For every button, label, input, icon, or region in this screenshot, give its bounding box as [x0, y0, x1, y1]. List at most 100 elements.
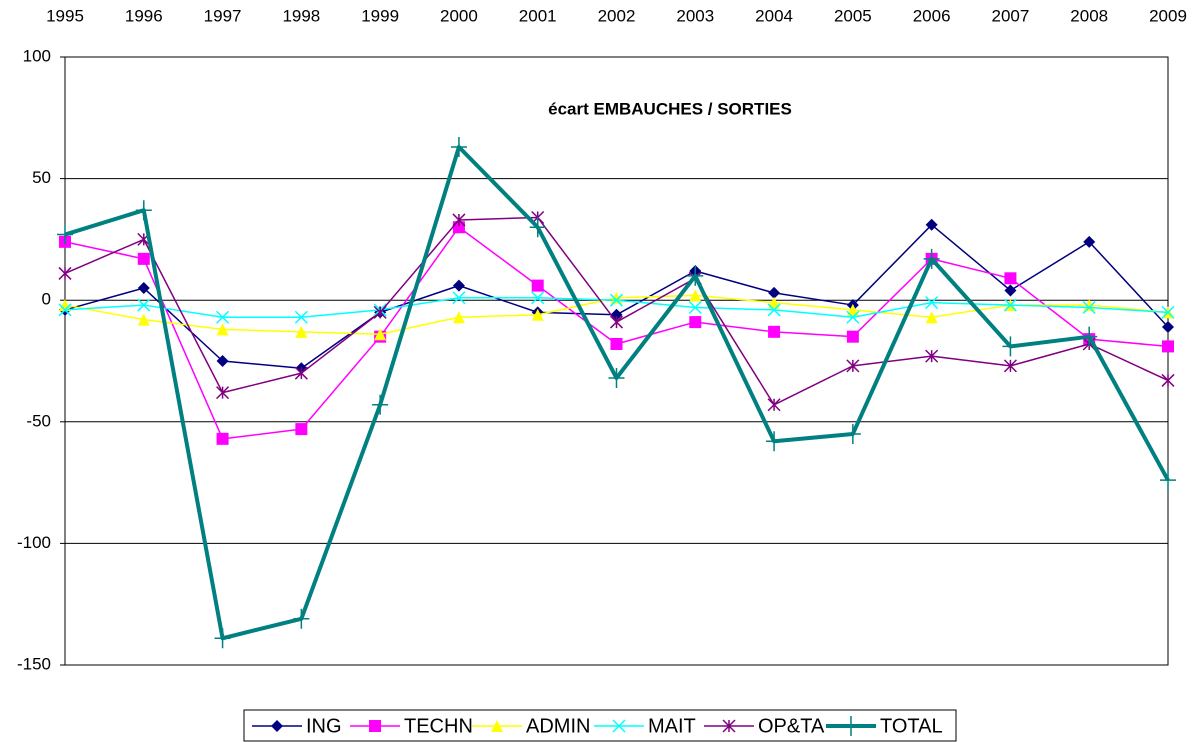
y-tick-label: -100 [17, 533, 51, 552]
data-point [58, 266, 72, 280]
data-point [452, 213, 466, 227]
data-point [1162, 340, 1174, 353]
y-tick-label: -150 [17, 654, 51, 673]
x-tick-label: 2004 [755, 6, 793, 25]
data-point [609, 293, 624, 307]
data-point [214, 628, 231, 649]
legend-label: OP&TA [758, 715, 825, 737]
data-point [374, 328, 387, 341]
data-point [1161, 373, 1175, 387]
legend-marker [612, 719, 626, 733]
data-point [608, 368, 625, 389]
data-point [452, 279, 465, 292]
data-point [137, 282, 150, 295]
legend-label: TECHN [404, 715, 473, 737]
data-point [846, 303, 859, 316]
data-point [1083, 235, 1096, 248]
data-point [137, 313, 150, 326]
data-point [1081, 326, 1098, 347]
data-point [531, 291, 545, 305]
data-point [925, 296, 939, 310]
legend-marker [722, 719, 736, 733]
x-tick-label: 1997 [204, 6, 242, 25]
data-point [216, 386, 230, 400]
data-point [137, 298, 151, 312]
data-point [373, 305, 387, 319]
legend-label: MAIT [648, 715, 696, 737]
x-tick-label: 2003 [676, 6, 714, 25]
legend-label: ING [306, 715, 342, 737]
x-tick-label: 2009 [1149, 6, 1187, 25]
legend-marker [369, 720, 381, 732]
data-point [216, 355, 229, 367]
data-point [216, 432, 229, 445]
series-line [64, 144, 1170, 641]
x-tick-label: 1996 [125, 6, 163, 25]
data-point [844, 423, 861, 444]
data-point [1160, 470, 1176, 491]
data-point [216, 310, 230, 324]
y-tick-label: 0 [42, 290, 51, 309]
data-point [688, 300, 702, 315]
data-point [687, 265, 704, 286]
data-point [452, 311, 465, 324]
data-point [768, 325, 781, 338]
legend-label: TOTAL [880, 715, 943, 737]
data-point [923, 248, 940, 269]
y-tick-label: -50 [26, 411, 51, 430]
data-point [767, 303, 781, 317]
data-point [925, 311, 938, 324]
legend-marker [843, 716, 859, 736]
data-point [1003, 359, 1017, 373]
data-point [294, 366, 308, 380]
data-point [59, 299, 71, 312]
x-tick-label: 2007 [992, 6, 1030, 25]
data-point [925, 349, 939, 363]
data-point [1162, 320, 1174, 333]
data-point [925, 218, 938, 231]
legend-marker [491, 720, 503, 732]
data-point [1002, 336, 1019, 357]
data-point [531, 308, 544, 321]
legend-label: ADMIN [526, 715, 590, 737]
data-point [295, 423, 308, 436]
data-point [846, 310, 860, 324]
data-point [689, 316, 702, 329]
data-point [452, 291, 466, 305]
data-point [766, 431, 783, 452]
data-point [295, 325, 308, 338]
data-point [1082, 300, 1096, 315]
data-point [450, 136, 467, 157]
data-point [137, 252, 150, 265]
data-point [767, 398, 781, 412]
data-point [768, 296, 781, 309]
y-tick-label: 100 [23, 46, 51, 65]
data-point [529, 217, 546, 238]
data-point [216, 323, 229, 336]
x-tick-label: 2006 [913, 6, 951, 25]
series-line [64, 226, 1169, 440]
data-point [609, 315, 624, 329]
legend: ING TECHN ADMIN MAIT OP&TA TOTAL [243, 709, 957, 742]
data-point [846, 330, 859, 343]
x-tick-label: 2002 [598, 6, 636, 25]
x-tick-label: 2000 [440, 6, 478, 25]
x-tick-label: 1999 [361, 6, 399, 25]
x-tick-label: 2008 [1070, 6, 1108, 25]
y-tick-label: 50 [32, 168, 51, 187]
data-point [135, 200, 152, 221]
data-point [846, 359, 860, 373]
data-point [1004, 272, 1017, 285]
data-point [689, 289, 702, 302]
data-point [372, 394, 389, 415]
data-point [1004, 284, 1017, 297]
data-point [531, 279, 544, 292]
x-tick-label: 2005 [834, 6, 872, 25]
data-point [57, 224, 73, 245]
data-point [1161, 305, 1175, 319]
x-tick-label: 2001 [519, 6, 557, 25]
data-point [293, 608, 310, 629]
chart-title: écart EMBAUCHES / SORTIES [548, 99, 792, 118]
data-point [294, 310, 308, 324]
